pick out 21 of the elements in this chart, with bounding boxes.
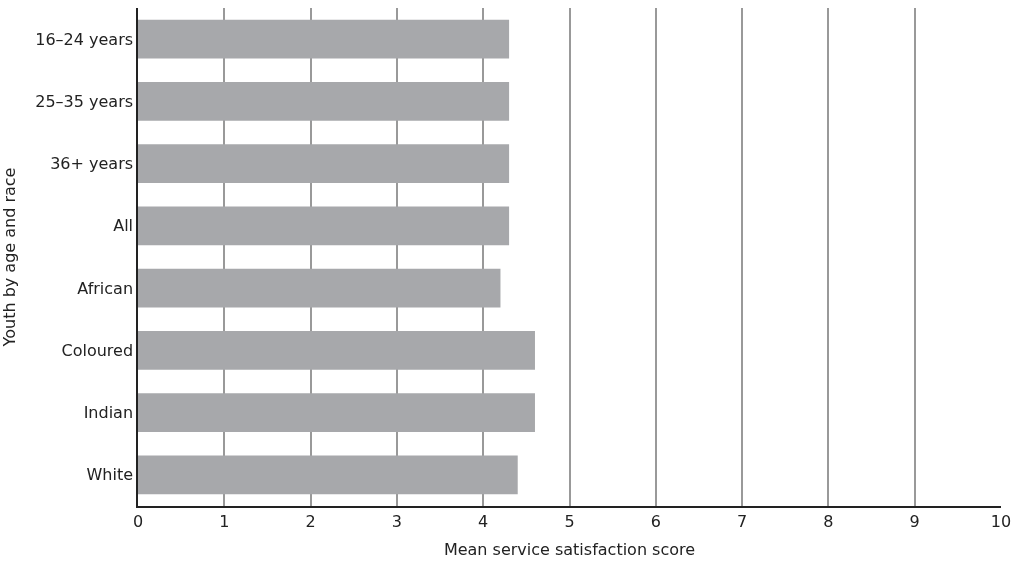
y-tick-label: Coloured <box>61 340 134 360</box>
y-tick-label: African <box>77 278 134 298</box>
y-tick-label: 16–24 years <box>35 29 134 49</box>
y-axis-title: Youth by age and race <box>0 167 19 348</box>
x-tick-label: 2 <box>305 511 316 531</box>
x-tick-label: 9 <box>909 511 920 531</box>
x-axis-title: Mean service satisfaction score <box>443 540 696 560</box>
x-tick-label: 4 <box>478 511 489 531</box>
y-tick-label: 36+ years <box>50 154 134 174</box>
y-tick-label: 25–35 years <box>35 91 134 111</box>
x-tick-label: 0 <box>132 511 144 531</box>
y-tick-label: Indian <box>83 403 134 423</box>
x-tick-label: 7 <box>737 511 748 531</box>
y-tick-label: White <box>86 465 134 485</box>
y-tick-label: All <box>113 216 134 236</box>
x-tick-label: 6 <box>650 511 661 531</box>
x-tick-label: 3 <box>391 511 402 531</box>
x-tick-label: 10 <box>990 511 1012 531</box>
x-tick-label: 1 <box>219 511 230 531</box>
x-tick-label: 8 <box>823 511 834 531</box>
x-tick-label: 5 <box>564 511 575 531</box>
